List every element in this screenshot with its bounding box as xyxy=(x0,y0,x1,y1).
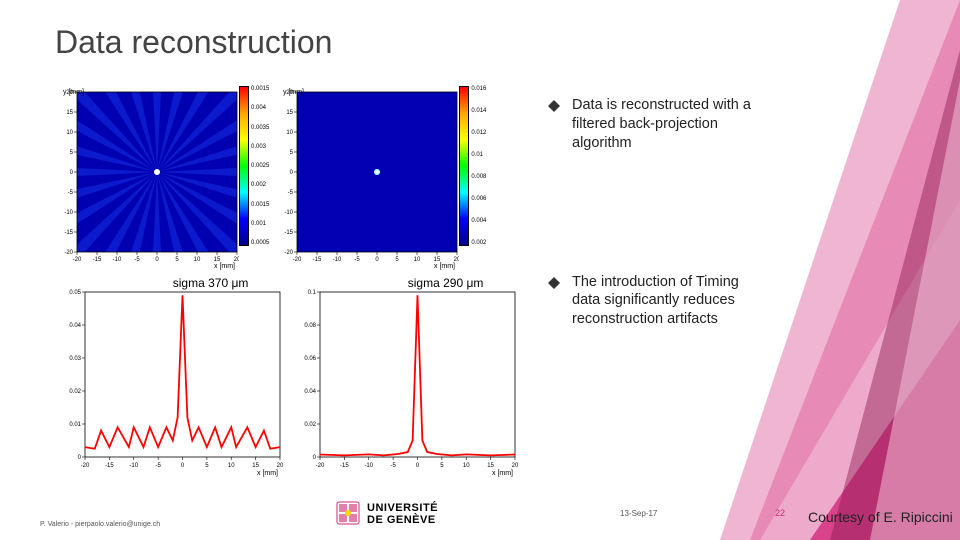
svg-text:15: 15 xyxy=(287,110,294,116)
svg-text:0.02: 0.02 xyxy=(304,422,316,428)
svg-text:y [mm]: y [mm] xyxy=(63,89,84,96)
heatmap-right: -20-15-10-505101520-20-15-10-505101520x … xyxy=(275,86,459,270)
footer-logo: UNIVERSITÉ DE GENÈVE xyxy=(335,500,438,530)
bullet-text: Data is reconstructed with a filtered ba… xyxy=(572,96,758,153)
svg-text:0: 0 xyxy=(78,455,82,461)
svg-text:-15: -15 xyxy=(64,230,73,236)
lineplots-row: sigma 370 μm -20 -15 -10 -5 0 5 10 15 20 0 0.01 0.0… xyxy=(55,274,510,477)
svg-text:10: 10 xyxy=(463,463,470,469)
university-name: UNIVERSITÉ DE GENÈVE xyxy=(367,503,438,526)
svg-text:10: 10 xyxy=(414,257,421,263)
svg-text:-20: -20 xyxy=(81,463,90,469)
svg-text:-10: -10 xyxy=(113,257,122,263)
svg-text:-5: -5 xyxy=(288,190,294,196)
bullet-text: The introduction of Timing data signific… xyxy=(572,273,758,330)
bullet-marker-icon xyxy=(548,277,560,289)
footer-courtesy: Courtesy of E. Ripiccini xyxy=(808,509,953,527)
svg-text:0.04: 0.04 xyxy=(69,323,81,329)
svg-text:5: 5 xyxy=(396,257,400,263)
svg-text:0: 0 xyxy=(181,463,185,469)
svg-text:-20: -20 xyxy=(64,250,73,256)
svg-text:-10: -10 xyxy=(333,257,342,263)
svg-text:x [mm]: x [mm] xyxy=(257,470,278,477)
svg-text:0.1: 0.1 xyxy=(308,290,317,296)
svg-text:20: 20 xyxy=(512,463,519,469)
svg-text:10: 10 xyxy=(194,257,201,263)
page-number: 22 xyxy=(775,508,785,518)
svg-text:0: 0 xyxy=(376,257,380,263)
svg-text:-20: -20 xyxy=(73,257,82,263)
university-crest-icon xyxy=(335,500,361,530)
svg-text:x [mm]: x [mm] xyxy=(434,263,455,270)
university-line2: DE GENÈVE xyxy=(367,515,438,527)
svg-text:-20: -20 xyxy=(316,463,325,469)
slide-title: Data reconstruction xyxy=(55,24,332,61)
svg-text:0.05: 0.05 xyxy=(69,290,81,296)
lineplot-left: sigma 370 μm -20 -15 -10 -5 0 5 10 15 20 0 0.01 0.0… xyxy=(55,274,284,477)
svg-text:0: 0 xyxy=(313,455,317,461)
svg-text:10: 10 xyxy=(287,130,294,136)
svg-text:15: 15 xyxy=(252,463,259,469)
svg-text:0: 0 xyxy=(290,170,294,176)
bullet-marker-icon xyxy=(548,100,560,112)
svg-text:0.08: 0.08 xyxy=(304,323,316,329)
lineplot-right: sigma 290 μm -20 -15 -10 -5 0 5 10 15 20 0 0.02 0.0… xyxy=(290,274,519,477)
svg-text:-15: -15 xyxy=(285,230,294,236)
svg-text:0.01: 0.01 xyxy=(69,422,81,428)
svg-text:-10: -10 xyxy=(129,463,138,469)
svg-text:-10: -10 xyxy=(364,463,373,469)
sigma-label-right: sigma 290 μm xyxy=(408,276,484,290)
svg-text:5: 5 xyxy=(205,463,209,469)
svg-text:5: 5 xyxy=(290,150,294,156)
heatmap-right-wrap: -20-15-10-505101520-20-15-10-505101520x … xyxy=(275,86,486,270)
slide: Data reconstruction -20 -15 -10 -5 0 5 10 15 20 -… xyxy=(0,0,960,540)
svg-text:10: 10 xyxy=(228,463,235,469)
svg-text:-15: -15 xyxy=(93,257,102,263)
svg-text:20: 20 xyxy=(277,463,284,469)
svg-text:-5: -5 xyxy=(68,190,74,196)
svg-text:x [mm]: x [mm] xyxy=(214,263,235,270)
svg-text:0: 0 xyxy=(416,463,420,469)
svg-text:-10: -10 xyxy=(285,210,294,216)
svg-text:0.02: 0.02 xyxy=(69,389,81,395)
svg-text:5: 5 xyxy=(440,463,444,469)
svg-text:-20: -20 xyxy=(293,257,302,263)
svg-text:-15: -15 xyxy=(340,463,349,469)
footer-date: 13-Sep-17 xyxy=(620,509,657,518)
colorbar-left: 0.00150.0040.00350.0030.00250.0020.00150… xyxy=(239,86,269,270)
bullet-2: The introduction of Timing data signific… xyxy=(548,273,758,330)
sigma-label-left: sigma 370 μm xyxy=(173,276,249,290)
svg-text:-5: -5 xyxy=(355,257,361,263)
charts-grid: -20-15-10-505101520-20-15-10-505101520x … xyxy=(55,86,510,477)
svg-text:0.03: 0.03 xyxy=(69,356,81,362)
svg-text:-15: -15 xyxy=(105,463,114,469)
heatmap-left: -20-15-10-505101520-20-15-10-505101520x … xyxy=(55,86,239,270)
svg-text:-5: -5 xyxy=(390,463,396,469)
svg-text:-10: -10 xyxy=(64,210,73,216)
svg-text:-20: -20 xyxy=(285,250,294,256)
svg-text:-5: -5 xyxy=(134,257,140,263)
svg-text:-15: -15 xyxy=(313,257,322,263)
svg-text:10: 10 xyxy=(66,130,73,136)
svg-text:0.04: 0.04 xyxy=(304,389,316,395)
svg-text:15: 15 xyxy=(66,110,73,116)
footer-author: P. Valerio - pierpaolo.valerio@unige.ch xyxy=(40,521,160,528)
svg-text:-5: -5 xyxy=(155,463,161,469)
colorbar-right: 0.0160.0140.0120.010.0080.0060.0040.002 xyxy=(459,86,486,270)
bullet-1: Data is reconstructed with a filtered ba… xyxy=(548,96,758,153)
heatmaps-row: -20-15-10-505101520-20-15-10-505101520x … xyxy=(55,86,510,270)
svg-text:0.06: 0.06 xyxy=(304,356,316,362)
bullet-list: Data is reconstructed with a filtered ba… xyxy=(548,96,758,449)
svg-text:x [mm]: x [mm] xyxy=(492,470,513,477)
heatmap-left-wrap: -20-15-10-505101520-20-15-10-505101520x … xyxy=(55,86,269,270)
svg-text:15: 15 xyxy=(487,463,494,469)
svg-text:y [mm]: y [mm] xyxy=(283,89,304,96)
